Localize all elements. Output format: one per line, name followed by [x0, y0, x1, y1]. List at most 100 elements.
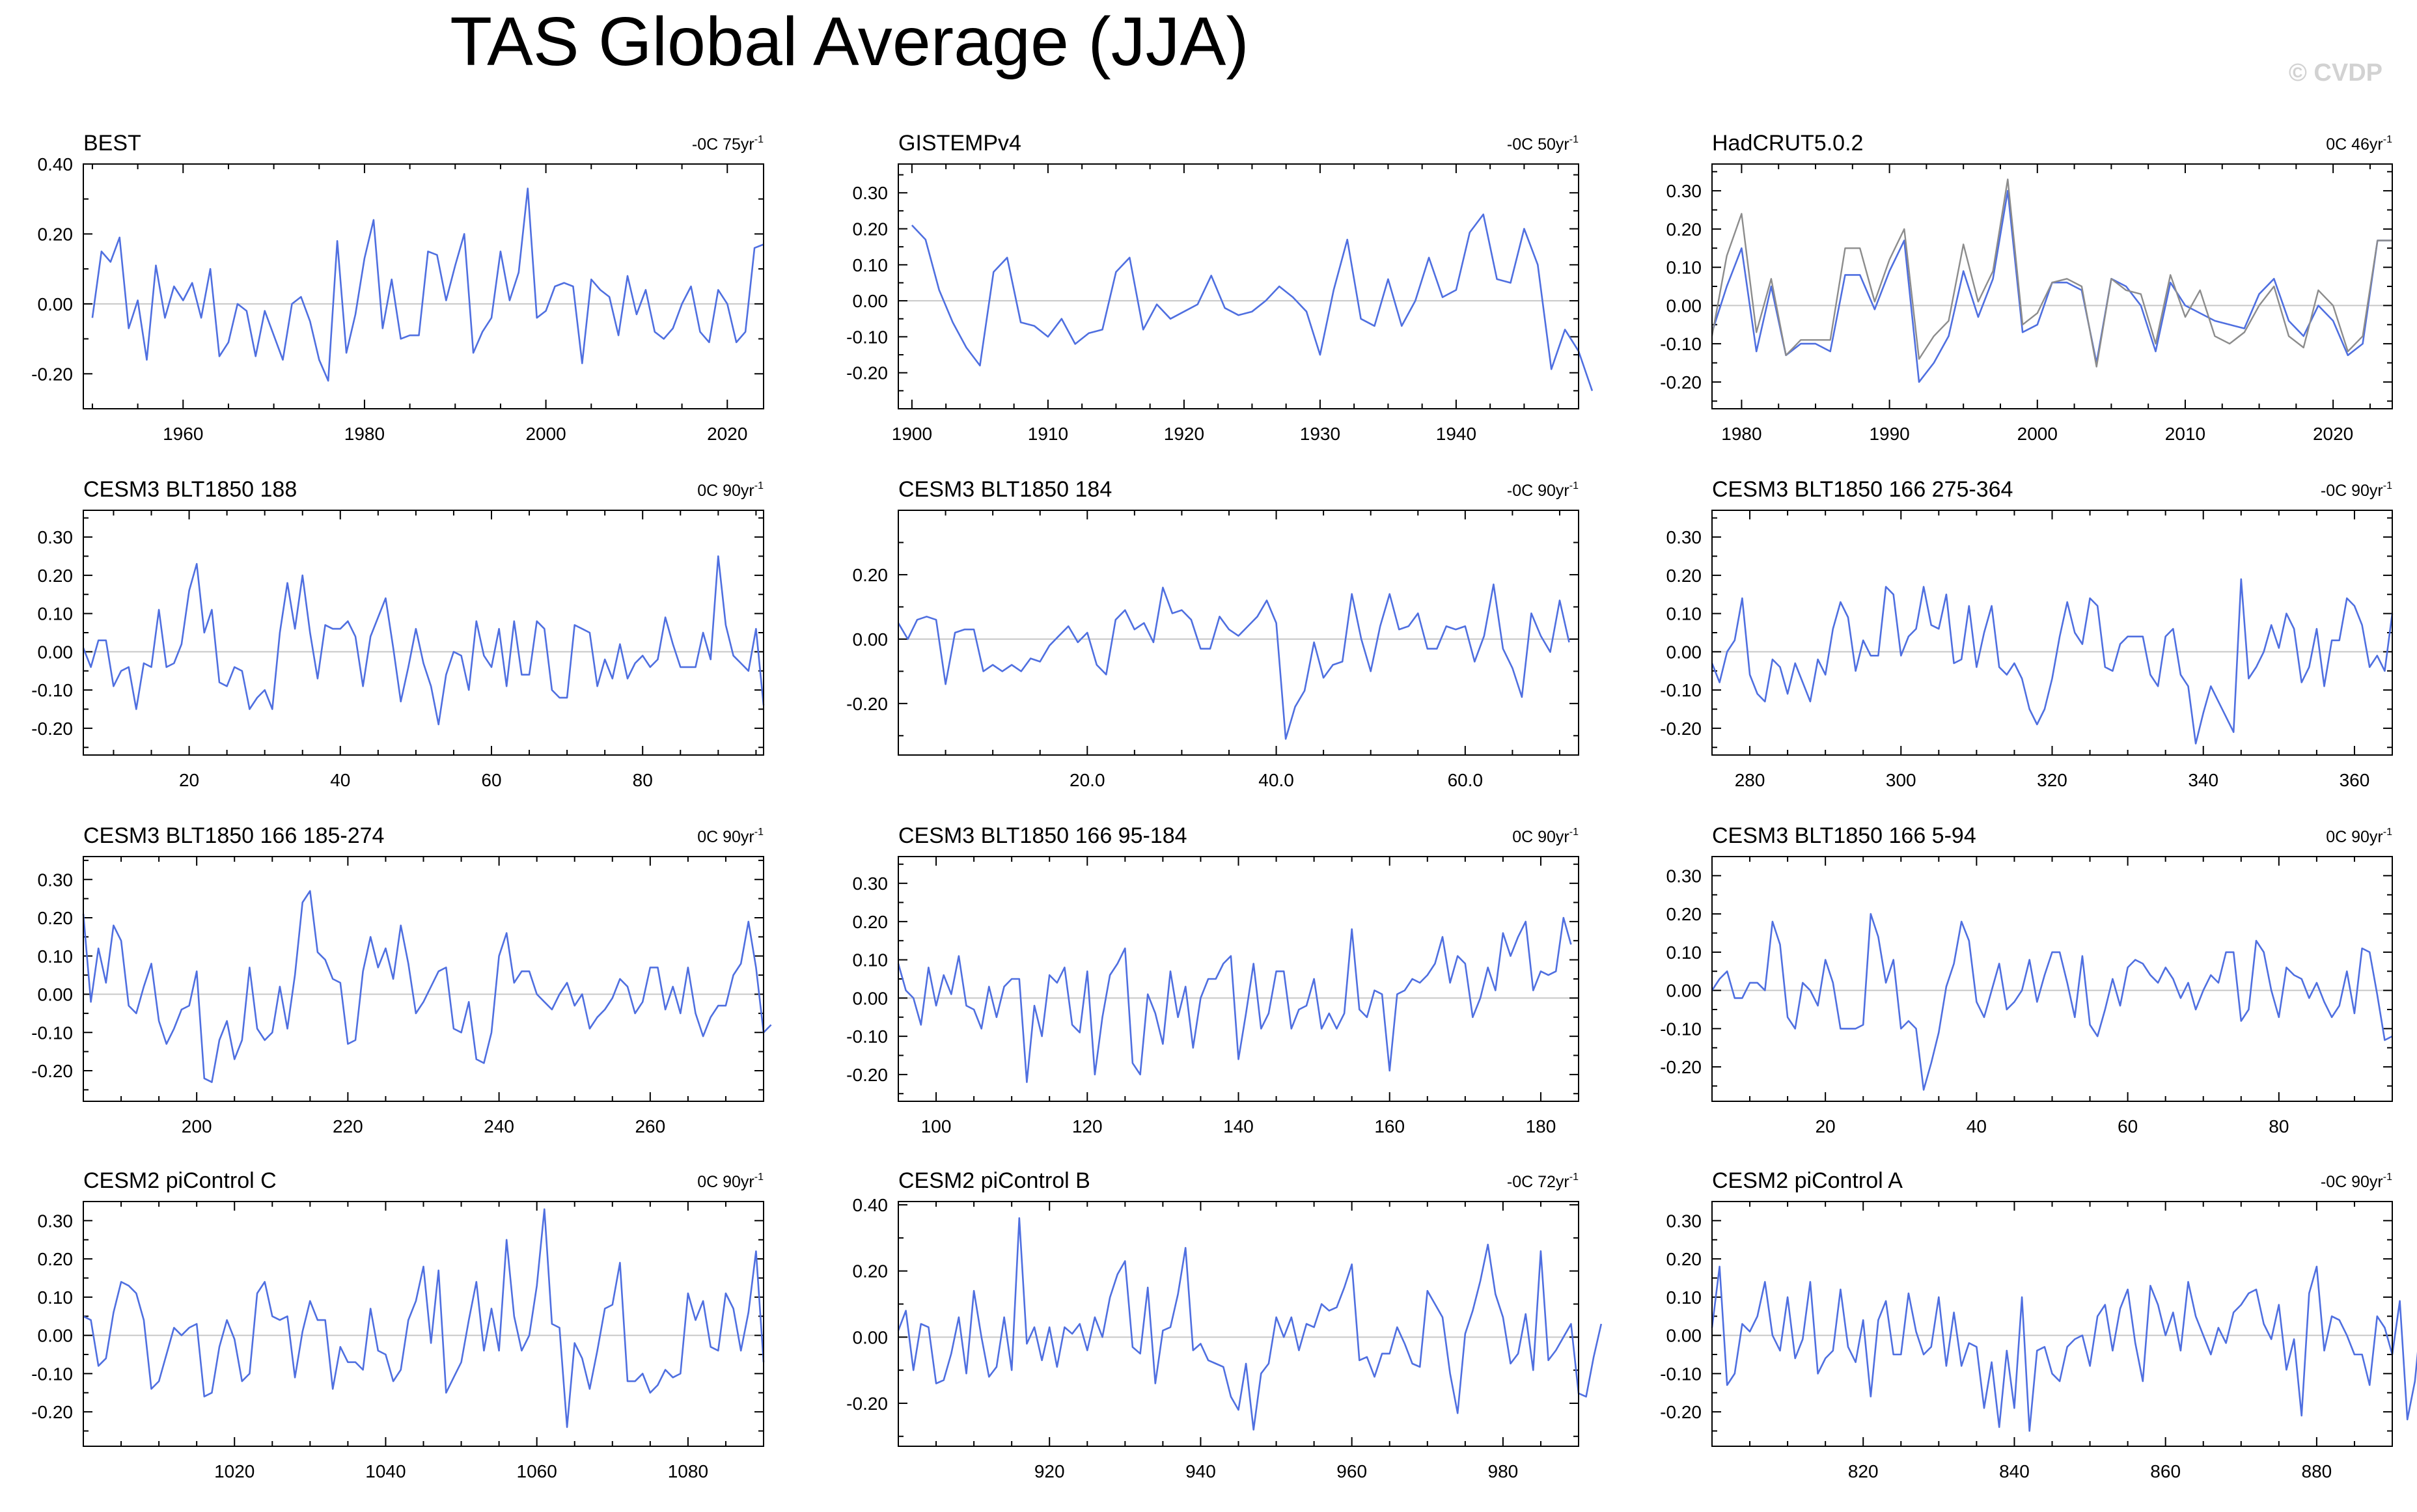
y-tick-label: -0.10 — [1660, 1364, 1702, 1384]
trend-label: 0C 90yr-1 — [697, 827, 764, 846]
y-tick-label: 0.40 — [38, 154, 74, 174]
x-tick-label: 40.0 — [1258, 770, 1294, 790]
trend-exponent: -1 — [2383, 827, 2392, 838]
y-tick-label: 0.20 — [853, 565, 889, 585]
y-tick-label: 0.10 — [38, 604, 74, 624]
y-tick-label: 0.10 — [1666, 942, 1702, 963]
y-tick-label: 0.00 — [38, 642, 74, 662]
trend-label: -0C 50yr-1 — [1507, 134, 1579, 154]
y-tick-label: -0.10 — [31, 1364, 73, 1384]
trend-label: 0C 90yr-1 — [697, 1172, 764, 1191]
x-tick-label: 2010 — [2165, 424, 2205, 444]
y-tick-label: -0.10 — [31, 1023, 73, 1043]
plot-frame — [898, 510, 1579, 756]
trend-label: -0C 90yr-1 — [2321, 1172, 2392, 1191]
x-tick-label: 1920 — [1164, 424, 1204, 444]
trend-text: -0C 90yr — [2321, 482, 2383, 500]
x-tick-label: 2000 — [525, 424, 566, 444]
y-tick-label: -0.10 — [1660, 1019, 1702, 1039]
trend-exponent: -1 — [1569, 827, 1579, 838]
y-tick-label: -0.20 — [31, 719, 73, 739]
trend-text: 0C 90yr — [2326, 828, 2383, 846]
y-tick-label: 0.30 — [853, 183, 889, 203]
y-tick-label: -0.20 — [31, 364, 73, 384]
panel-title: GISTEMPv4 — [898, 131, 1021, 156]
chart-panel: CESM3 BLT1850 166 275-364 -0C 90yr-1 -0.20… — [1660, 477, 2394, 790]
x-tick-label: 960 — [1336, 1461, 1367, 1481]
series-line — [1711, 913, 2393, 1091]
y-tick-label: -0.20 — [31, 1402, 73, 1422]
chart-panel: CESM2 piControl C 0C 90yr-1 -0.20 -0.10 0.00… — [31, 1168, 765, 1481]
y-tick-label: 0.30 — [38, 1211, 74, 1231]
y-tick-label: 0.20 — [1666, 219, 1702, 240]
plot-frame — [898, 163, 1579, 409]
y-tick-label: 0.20 — [38, 224, 74, 244]
chart-panel: CESM3 BLT1850 166 185-274 0C 90yr-1 -0.20 -… — [31, 823, 772, 1136]
trend-exponent: -1 — [2383, 1172, 2392, 1183]
x-tick-label: 20 — [1816, 1116, 1836, 1136]
x-tick-label: 860 — [2150, 1461, 2181, 1481]
x-tick-label: 1060 — [517, 1461, 557, 1481]
x-tick-label: 60 — [481, 770, 501, 790]
x-tick-label: 240 — [484, 1116, 514, 1136]
trend-text: 0C 90yr — [1512, 828, 1569, 846]
trend-label: 0C 90yr-1 — [2326, 827, 2392, 846]
plot-frame — [1711, 163, 2393, 409]
trend-label: 0C 90yr-1 — [697, 480, 764, 500]
y-tick-label: -0.20 — [1660, 719, 1702, 739]
x-tick-label: 80 — [2269, 1116, 2289, 1136]
x-tick-label: 1990 — [1869, 424, 1909, 444]
y-tick-label: 0.20 — [38, 1249, 74, 1269]
trend-exponent: -1 — [1569, 134, 1579, 145]
x-tick-label: 280 — [1735, 770, 1765, 790]
chart-panel: CESM3 BLT1850 166 95-184 0C 90yr-1 -0.20 -0… — [846, 823, 1579, 1136]
panel-title: CESM3 BLT1850 184 — [898, 477, 1112, 502]
chart-panel: GISTEMPv4 -0C 50yr-1 -0.20 -0.10 0.00 0.10 0.2… — [846, 131, 1594, 444]
trend-label: -0C 90yr-1 — [2321, 480, 2392, 500]
trend-label: 0C 46yr-1 — [2326, 134, 2392, 154]
panel-title: CESM2 piControl A — [1712, 1168, 1903, 1193]
x-tick-label: 820 — [1848, 1461, 1879, 1481]
x-tick-label: 160 — [1374, 1116, 1405, 1136]
trend-text: -0C 50yr — [1507, 135, 1569, 154]
trend-text: -0C 75yr — [692, 135, 754, 154]
y-tick-label: -0.10 — [1660, 680, 1702, 700]
plot-frame — [83, 163, 764, 409]
trend-exponent: -1 — [1569, 480, 1579, 491]
x-tick-label: 20 — [179, 770, 199, 790]
x-tick-label: 100 — [921, 1116, 952, 1136]
x-tick-label: 1980 — [1721, 424, 1761, 444]
trend-exponent: -1 — [754, 480, 764, 491]
x-tick-label: 140 — [1223, 1116, 1254, 1136]
series-line — [1711, 189, 2392, 383]
trend-label: -0C 75yr-1 — [692, 134, 764, 154]
x-tick-label: 80 — [633, 770, 653, 790]
x-tick-label: 1900 — [892, 424, 932, 444]
y-tick-label: 0.00 — [853, 988, 889, 1008]
trend-text: 0C 90yr — [697, 828, 754, 846]
y-tick-label: 0.30 — [38, 870, 74, 890]
panel-title: CESM3 BLT1850 166 275-364 — [1712, 477, 2013, 502]
plot-frame — [1711, 856, 2393, 1102]
trend-exponent: -1 — [754, 1172, 764, 1183]
trend-text: 0C 90yr — [697, 482, 754, 500]
y-tick-label: 0.00 — [38, 294, 74, 314]
panel-title: CESM3 BLT1850 166 5-94 — [1712, 823, 1976, 848]
trend-label: -0C 72yr-1 — [1507, 1172, 1579, 1191]
y-tick-label: 0.20 — [1666, 904, 1702, 924]
y-tick-label: 0.00 — [38, 985, 74, 1005]
y-tick-label: 0.10 — [38, 946, 74, 967]
x-tick-label: 220 — [333, 1116, 363, 1136]
series-line — [897, 1217, 1603, 1431]
y-tick-label: 0.20 — [853, 219, 889, 240]
x-tick-label: 1040 — [365, 1461, 406, 1481]
y-tick-label: -0.10 — [31, 680, 73, 700]
x-tick-label: 940 — [1185, 1461, 1216, 1481]
panel-title: CESM3 BLT1850 188 — [83, 477, 297, 502]
chart-panel: CESM3 BLT1850 188 0C 90yr-1 -0.20 -0.10 0.00… — [31, 477, 765, 790]
y-tick-label: -0.20 — [846, 1065, 888, 1085]
x-tick-label: 20.0 — [1070, 770, 1105, 790]
y-tick-label: 0.30 — [38, 527, 74, 547]
panel-title: HadCRUT5.0.2 — [1712, 131, 1863, 156]
